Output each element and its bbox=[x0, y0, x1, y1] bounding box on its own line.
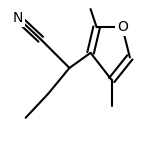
Text: O: O bbox=[117, 20, 128, 34]
Text: N: N bbox=[13, 11, 23, 25]
